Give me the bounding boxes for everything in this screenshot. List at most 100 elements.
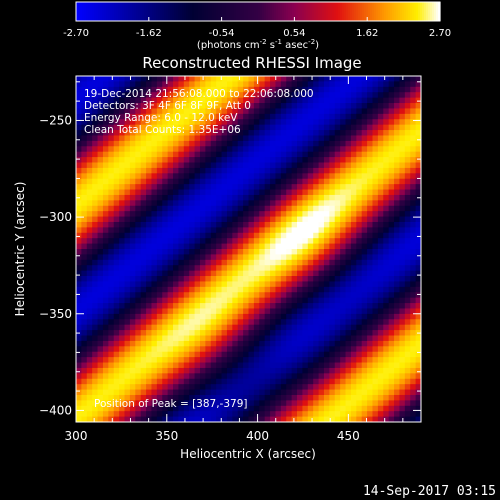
heatmap-cell (383, 400, 390, 407)
heatmap-image (76, 76, 422, 423)
heatmap-cell (119, 81, 126, 88)
colorbar-cell (132, 2, 135, 21)
heatmap-cell (313, 308, 320, 315)
heatmap-cell (102, 265, 109, 272)
heatmap-cell (205, 330, 212, 336)
heatmap-cell (280, 216, 287, 223)
heatmap-cell (253, 167, 260, 174)
heatmap-cell (151, 313, 158, 320)
heatmap-cell (313, 205, 320, 212)
heatmap-cell (226, 211, 233, 218)
heatmap-cell (243, 394, 249, 401)
heatmap-cell (264, 416, 271, 423)
heatmap-cell (388, 124, 395, 131)
heatmap-cell (216, 249, 223, 255)
heatmap-cell (199, 259, 206, 266)
heatmap-cell (189, 340, 196, 347)
heatmap-cell (205, 162, 212, 169)
heatmap-cell (248, 297, 255, 304)
heatmap-cell (135, 194, 142, 201)
colorbar-cell (186, 2, 189, 21)
heatmap-cell (108, 297, 115, 304)
heatmap-cell (307, 324, 314, 331)
heatmap-cell (108, 405, 115, 412)
heatmap-cell (367, 270, 373, 277)
heatmap-cell (151, 97, 158, 104)
heatmap-cell (243, 330, 249, 336)
heatmap-cell (307, 319, 314, 326)
heatmap-cell (372, 249, 379, 255)
heatmap-cell (81, 324, 88, 331)
heatmap-cell (253, 178, 260, 185)
heatmap-cell (119, 157, 126, 163)
heatmap-cell (151, 276, 158, 282)
heatmap-cell (151, 173, 158, 180)
heatmap-cell (297, 232, 303, 239)
heatmap-cell (92, 411, 99, 418)
heatmap-cell (232, 119, 239, 126)
heatmap-cell (377, 286, 384, 293)
heatmap-cell (216, 351, 223, 358)
heatmap-cell (253, 303, 260, 309)
heatmap-cell (173, 416, 179, 423)
heatmap-cell (329, 194, 336, 201)
heatmap-cell (323, 113, 330, 120)
heatmap-cell (291, 151, 298, 158)
heatmap-cell (356, 389, 363, 396)
heatmap-cell (388, 108, 395, 115)
heatmap-cell (178, 373, 185, 380)
heatmap-cell (102, 162, 109, 169)
heatmap-cell (194, 200, 201, 207)
heatmap-cell (135, 324, 142, 331)
heatmap-cell (226, 254, 233, 261)
heatmap-cell (194, 405, 201, 412)
heatmap-cell (232, 243, 239, 250)
heatmap-cell (334, 416, 341, 423)
heatmap-cell (323, 416, 330, 423)
heatmap-cell (97, 81, 104, 88)
heatmap-cell (394, 384, 400, 391)
heatmap-cell (340, 367, 347, 374)
heatmap-cell (129, 200, 136, 207)
heatmap-cell (383, 335, 390, 342)
heatmap-cell (275, 211, 282, 218)
heatmap-cell (345, 308, 352, 315)
heatmap-cell (146, 351, 152, 358)
heatmap-cell (243, 270, 249, 277)
heatmap-cell (410, 335, 417, 342)
heatmap-cell (178, 254, 185, 261)
heatmap-cell (119, 146, 126, 153)
heatmap-cell (388, 367, 395, 374)
heatmap-cell (367, 340, 373, 347)
heatmap-cell (275, 86, 282, 93)
heatmap-cell (253, 130, 260, 136)
heatmap-cell (270, 167, 276, 174)
heatmap-cell (270, 146, 276, 153)
colorbar-cell (436, 2, 439, 21)
heatmap-cell (237, 124, 244, 131)
heatmap-cell (189, 384, 196, 391)
heatmap-cell (410, 313, 417, 320)
heatmap-cell (323, 249, 330, 255)
heatmap-cell (334, 405, 341, 412)
heatmap-cell (415, 200, 422, 207)
heatmap-cell (323, 265, 330, 272)
heatmap-cell (167, 108, 174, 115)
heatmap-cell (113, 324, 120, 331)
heatmap-cell (323, 227, 330, 234)
colorbar-cell (218, 2, 221, 21)
heatmap-cell (248, 167, 255, 174)
heatmap-cell (297, 162, 303, 169)
heatmap-cell (399, 162, 406, 169)
heatmap-cell (264, 254, 271, 261)
heatmap-cell (329, 184, 336, 191)
heatmap-cell (183, 103, 190, 109)
heatmap-cell (221, 130, 228, 136)
heatmap-cell (259, 189, 266, 196)
heatmap-cell (232, 330, 239, 336)
heatmap-cell (410, 373, 417, 380)
heatmap-cell (350, 319, 357, 326)
heatmap-cell (167, 216, 174, 223)
heatmap-cell (119, 378, 126, 385)
heatmap-cell (92, 351, 99, 358)
